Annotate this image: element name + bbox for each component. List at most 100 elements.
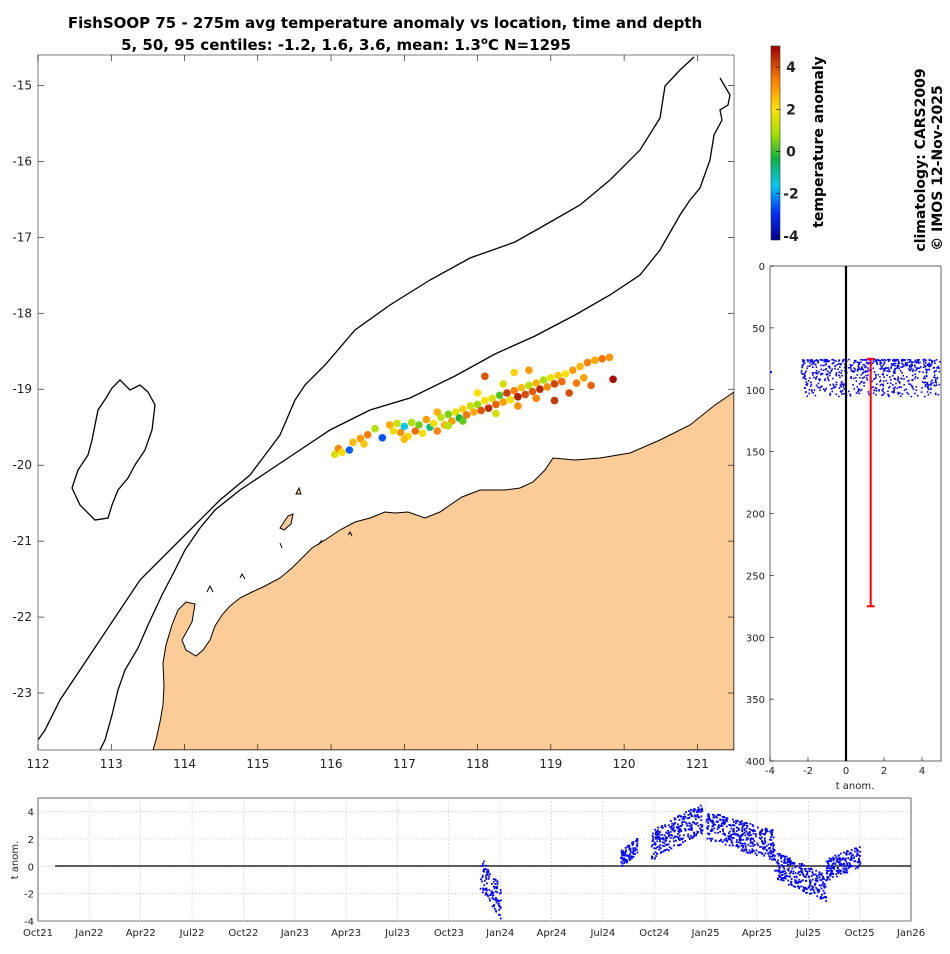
profile-point — [925, 374, 928, 377]
profile-point — [808, 377, 811, 379]
profile-point — [882, 388, 884, 390]
profile-point — [920, 366, 922, 368]
profile-point — [821, 385, 823, 387]
timeseries-point — [699, 823, 702, 826]
timeseries-point — [679, 837, 682, 840]
timeseries-point — [632, 855, 635, 858]
profile-point — [822, 364, 824, 367]
map-point — [532, 379, 540, 387]
map-x-tick-label: 118 — [466, 757, 489, 771]
profile-point — [811, 363, 813, 366]
timeseries-point — [818, 871, 821, 874]
profile-point — [897, 365, 900, 367]
profile-point — [865, 365, 867, 368]
timeseries-point — [700, 815, 703, 818]
timeseries-point — [795, 865, 798, 868]
timeseries-point — [677, 816, 679, 818]
profile-point — [936, 367, 938, 369]
profile-point — [927, 387, 929, 389]
timeseries-point — [809, 879, 811, 882]
timeseries-x-tick-label: Apr25 — [742, 928, 772, 939]
profile-point — [810, 383, 813, 386]
profile-point — [829, 394, 832, 396]
profile-point — [811, 372, 814, 374]
timeseries-point — [728, 844, 731, 847]
timeseries-point — [629, 847, 632, 850]
profile-point — [875, 375, 877, 377]
timeseries-point — [812, 889, 815, 892]
profile-point — [803, 360, 805, 362]
timeseries-point — [798, 878, 801, 881]
timeseries-point — [492, 880, 495, 883]
profile-point — [926, 369, 928, 372]
timeseries-point — [819, 897, 822, 900]
profile-point — [850, 365, 852, 367]
timeseries-point — [622, 851, 625, 854]
timeseries-point — [817, 888, 820, 891]
timeseries-point — [819, 884, 822, 887]
timeseries-point — [797, 871, 800, 873]
timeseries-point — [677, 830, 680, 833]
profile-point — [843, 388, 845, 390]
timeseries-point — [827, 860, 830, 862]
climatology-credit: climatology: CARS2009 — [913, 68, 929, 251]
timeseries-point — [757, 844, 759, 847]
profile-point — [828, 360, 830, 362]
profile-point — [868, 362, 870, 364]
timeseries-point — [696, 831, 699, 834]
timeseries-point — [678, 830, 681, 832]
profile-point — [812, 372, 815, 374]
timeseries-point — [676, 835, 679, 838]
profile-point — [876, 383, 878, 385]
profile-point — [840, 382, 843, 384]
profile-point — [914, 359, 917, 361]
timeseries-point — [822, 889, 825, 892]
profile-point — [935, 382, 938, 384]
profile-point — [935, 369, 937, 372]
timeseries-point — [730, 827, 733, 830]
timeseries-point — [655, 847, 657, 850]
timeseries-point — [825, 900, 827, 902]
profile-point — [926, 391, 929, 393]
timeseries-point — [822, 885, 825, 888]
timeseries-point — [746, 825, 749, 828]
timeseries-point — [780, 864, 783, 866]
profile-point — [812, 362, 815, 365]
profile-point — [830, 370, 832, 372]
timeseries-point — [782, 879, 785, 882]
profile-point — [935, 378, 937, 381]
profile-point — [855, 376, 857, 379]
timeseries-point — [787, 879, 790, 882]
profile-point — [825, 387, 827, 390]
timeseries-point — [765, 829, 767, 832]
profile-point — [923, 381, 925, 384]
timeseries-point — [714, 823, 717, 826]
timeseries-point — [714, 840, 717, 843]
profile-point — [915, 360, 918, 363]
timeseries-point — [793, 876, 796, 878]
timeseries-point — [828, 878, 831, 881]
profile-point — [914, 361, 916, 363]
profile-point — [840, 363, 842, 365]
profile-point — [832, 377, 834, 380]
map-point — [580, 374, 588, 382]
timeseries-point — [740, 845, 743, 847]
timeseries-point — [799, 867, 802, 870]
timeseries-point — [753, 850, 755, 852]
timeseries-point — [810, 868, 813, 871]
timeseries-point — [620, 861, 623, 864]
profile-point — [914, 369, 917, 372]
profile-point — [855, 392, 858, 394]
profile-point — [835, 393, 838, 396]
timeseries-point — [689, 811, 692, 814]
timeseries-point — [761, 840, 763, 842]
timeseries-point — [632, 852, 635, 855]
profile-point — [883, 376, 885, 378]
profile-point — [901, 372, 903, 374]
profile-point — [923, 360, 925, 363]
timeseries-point — [840, 858, 843, 861]
map-point — [598, 355, 606, 363]
profile-point — [911, 364, 914, 367]
timeseries-point — [721, 825, 724, 827]
